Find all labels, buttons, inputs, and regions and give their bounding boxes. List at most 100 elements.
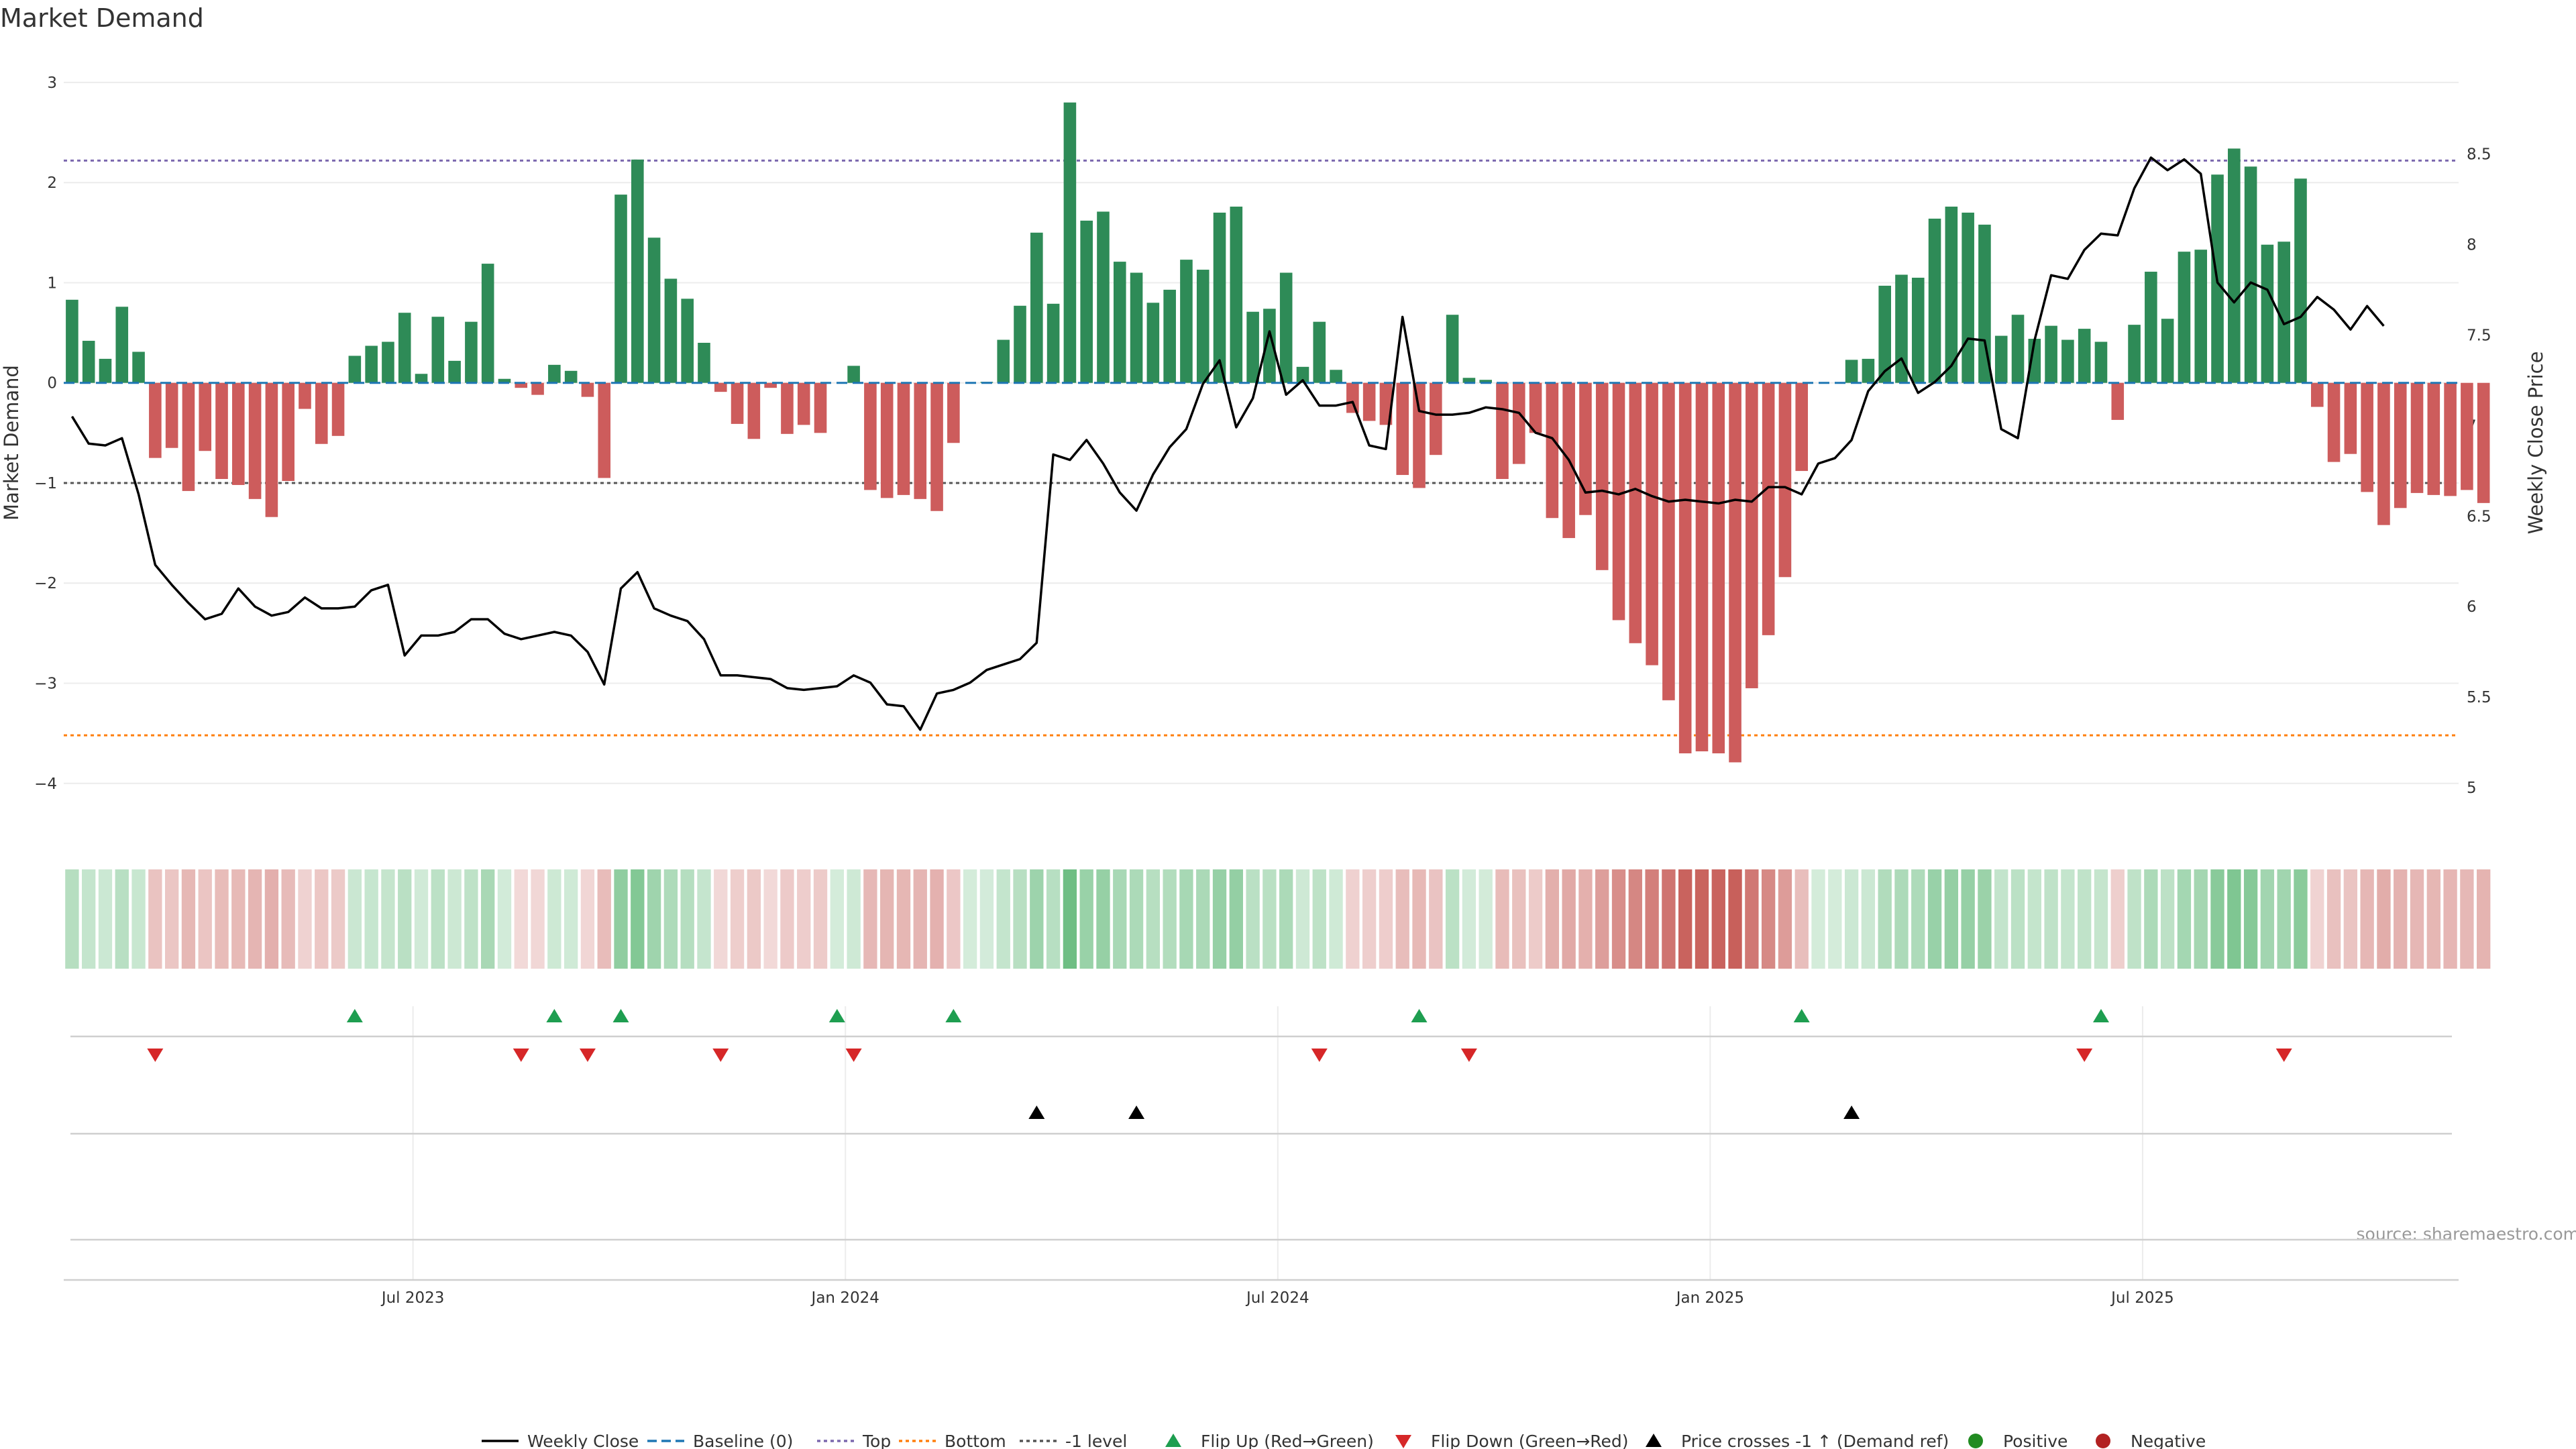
demand-bar <box>1845 360 1858 383</box>
demand-strip-cell <box>2177 869 2192 969</box>
demand-strip-cell <box>2443 869 2457 969</box>
demand-strip-cell <box>2377 869 2391 969</box>
demand-strip-cell <box>1728 869 1742 969</box>
demand-bar <box>1014 305 1026 383</box>
demand-bar <box>315 382 328 444</box>
y2-axis-label: Weekly Close Price <box>2524 352 2547 535</box>
demand-bar <box>232 382 245 485</box>
demand-strip-cell <box>1595 869 1609 969</box>
demand-strip-cell <box>464 869 478 969</box>
demand-strip-cell <box>1129 869 1144 969</box>
demand-strip-cell <box>2078 869 2092 969</box>
demand-strip-cell <box>2277 869 2291 969</box>
demand-bar <box>182 382 195 491</box>
flip-up-marker <box>828 1009 845 1022</box>
legend-swatch-price-cross <box>1646 1434 1662 1447</box>
legend-label: Weekly Close <box>527 1432 639 1449</box>
demand-bar <box>614 195 627 383</box>
demand-strip-cell <box>331 869 345 969</box>
demand-strip-cell <box>947 869 961 969</box>
demand-bar <box>598 382 611 478</box>
demand-strip-cell <box>1163 869 1177 969</box>
demand-bar <box>2061 339 2074 383</box>
demand-strip-cell <box>215 869 229 969</box>
demand-bar <box>66 299 78 383</box>
demand-bar <box>1080 220 1093 383</box>
demand-strip-cell <box>1761 869 1776 969</box>
demand-bar <box>265 382 278 517</box>
demand-bar <box>1163 289 1176 383</box>
demand-bar <box>2194 250 2208 383</box>
y2-tick-label: 5.5 <box>2467 689 2491 706</box>
demand-strip-cell <box>531 869 545 969</box>
legend-label: Negative <box>2131 1432 2206 1449</box>
demand-strip-cell <box>2044 869 2058 969</box>
demand-strip-cell <box>1678 869 1693 969</box>
demand-strip-cell <box>82 869 96 969</box>
demand-bar <box>1379 382 1393 425</box>
flip-down-marker <box>1311 1049 1328 1062</box>
demand-bar <box>1346 382 1359 413</box>
demand-bar <box>1862 358 1875 383</box>
demand-strip-cell <box>2243 869 2258 969</box>
demand-strip-cell <box>231 869 246 969</box>
demand-bar <box>115 307 129 383</box>
demand-bar <box>331 382 345 436</box>
demand-strip-cell <box>1479 869 1493 969</box>
demand-bar <box>2410 382 2424 493</box>
demand-bar <box>2228 148 2241 383</box>
legend-label: Baseline (0) <box>693 1432 793 1449</box>
y-tick-label: −1 <box>34 475 57 492</box>
demand-bar <box>581 382 594 397</box>
demand-strip-cell <box>1279 869 1293 969</box>
demand-bar <box>2128 325 2141 383</box>
y2-tick-label: 6 <box>2467 598 2477 616</box>
demand-strip-cell <box>1096 869 1110 969</box>
demand-strip-cell <box>979 869 994 969</box>
demand-strip-cell <box>1695 869 1709 969</box>
demand-bar <box>930 382 943 511</box>
demand-bar <box>1279 272 1293 383</box>
demand-bar <box>132 352 145 383</box>
demand-strip-cell <box>1645 869 1659 969</box>
demand-strip-cell <box>1662 869 1676 969</box>
demand-bar <box>914 382 927 499</box>
flip-up-marker <box>2092 1009 2109 1022</box>
demand-strip-cell <box>164 869 179 969</box>
demand-bar <box>481 264 494 383</box>
demand-bar <box>1546 382 1559 519</box>
demand-bar <box>1646 382 1658 665</box>
demand-bar <box>2377 382 2390 525</box>
demand-strip-cell <box>930 869 944 969</box>
demand-strip-cell <box>315 869 329 969</box>
flip-up-marker <box>1411 1009 1428 1022</box>
y-tick-label: −2 <box>34 575 57 592</box>
demand-bar <box>1430 382 1442 455</box>
demand-bar <box>1895 274 1908 383</box>
demand-strip-cell <box>1146 869 1161 969</box>
demand-strip-cell <box>347 869 362 969</box>
demand-strip-cell <box>447 869 462 969</box>
demand-strip-cell <box>1212 869 1227 969</box>
demand-strip-cell <box>1013 869 1027 969</box>
demand-bar <box>1778 382 1792 578</box>
demand-strip-cell <box>1794 869 1809 969</box>
demand-strip-cell <box>663 869 678 969</box>
demand-bar <box>664 278 678 383</box>
demand-strip-cell <box>614 869 628 969</box>
demand-strip-cell <box>880 869 894 969</box>
demand-strip-cell <box>1828 869 1842 969</box>
demand-strip-cell <box>1030 869 1044 969</box>
demand-bar <box>1512 382 1525 464</box>
demand-bar <box>2078 329 2091 383</box>
demand-bar <box>1662 382 1675 700</box>
x-tick-label: Jul 2024 <box>1245 1289 1309 1307</box>
y2-tick-label: 7.5 <box>2467 327 2491 344</box>
demand-strip-cell <box>747 869 761 969</box>
flip-down-marker <box>845 1049 862 1062</box>
demand-strip-cell <box>381 869 395 969</box>
demand-strip-cell <box>1395 869 1409 969</box>
demand-strip-cell <box>714 869 728 969</box>
demand-strip-cell <box>1811 869 1825 969</box>
